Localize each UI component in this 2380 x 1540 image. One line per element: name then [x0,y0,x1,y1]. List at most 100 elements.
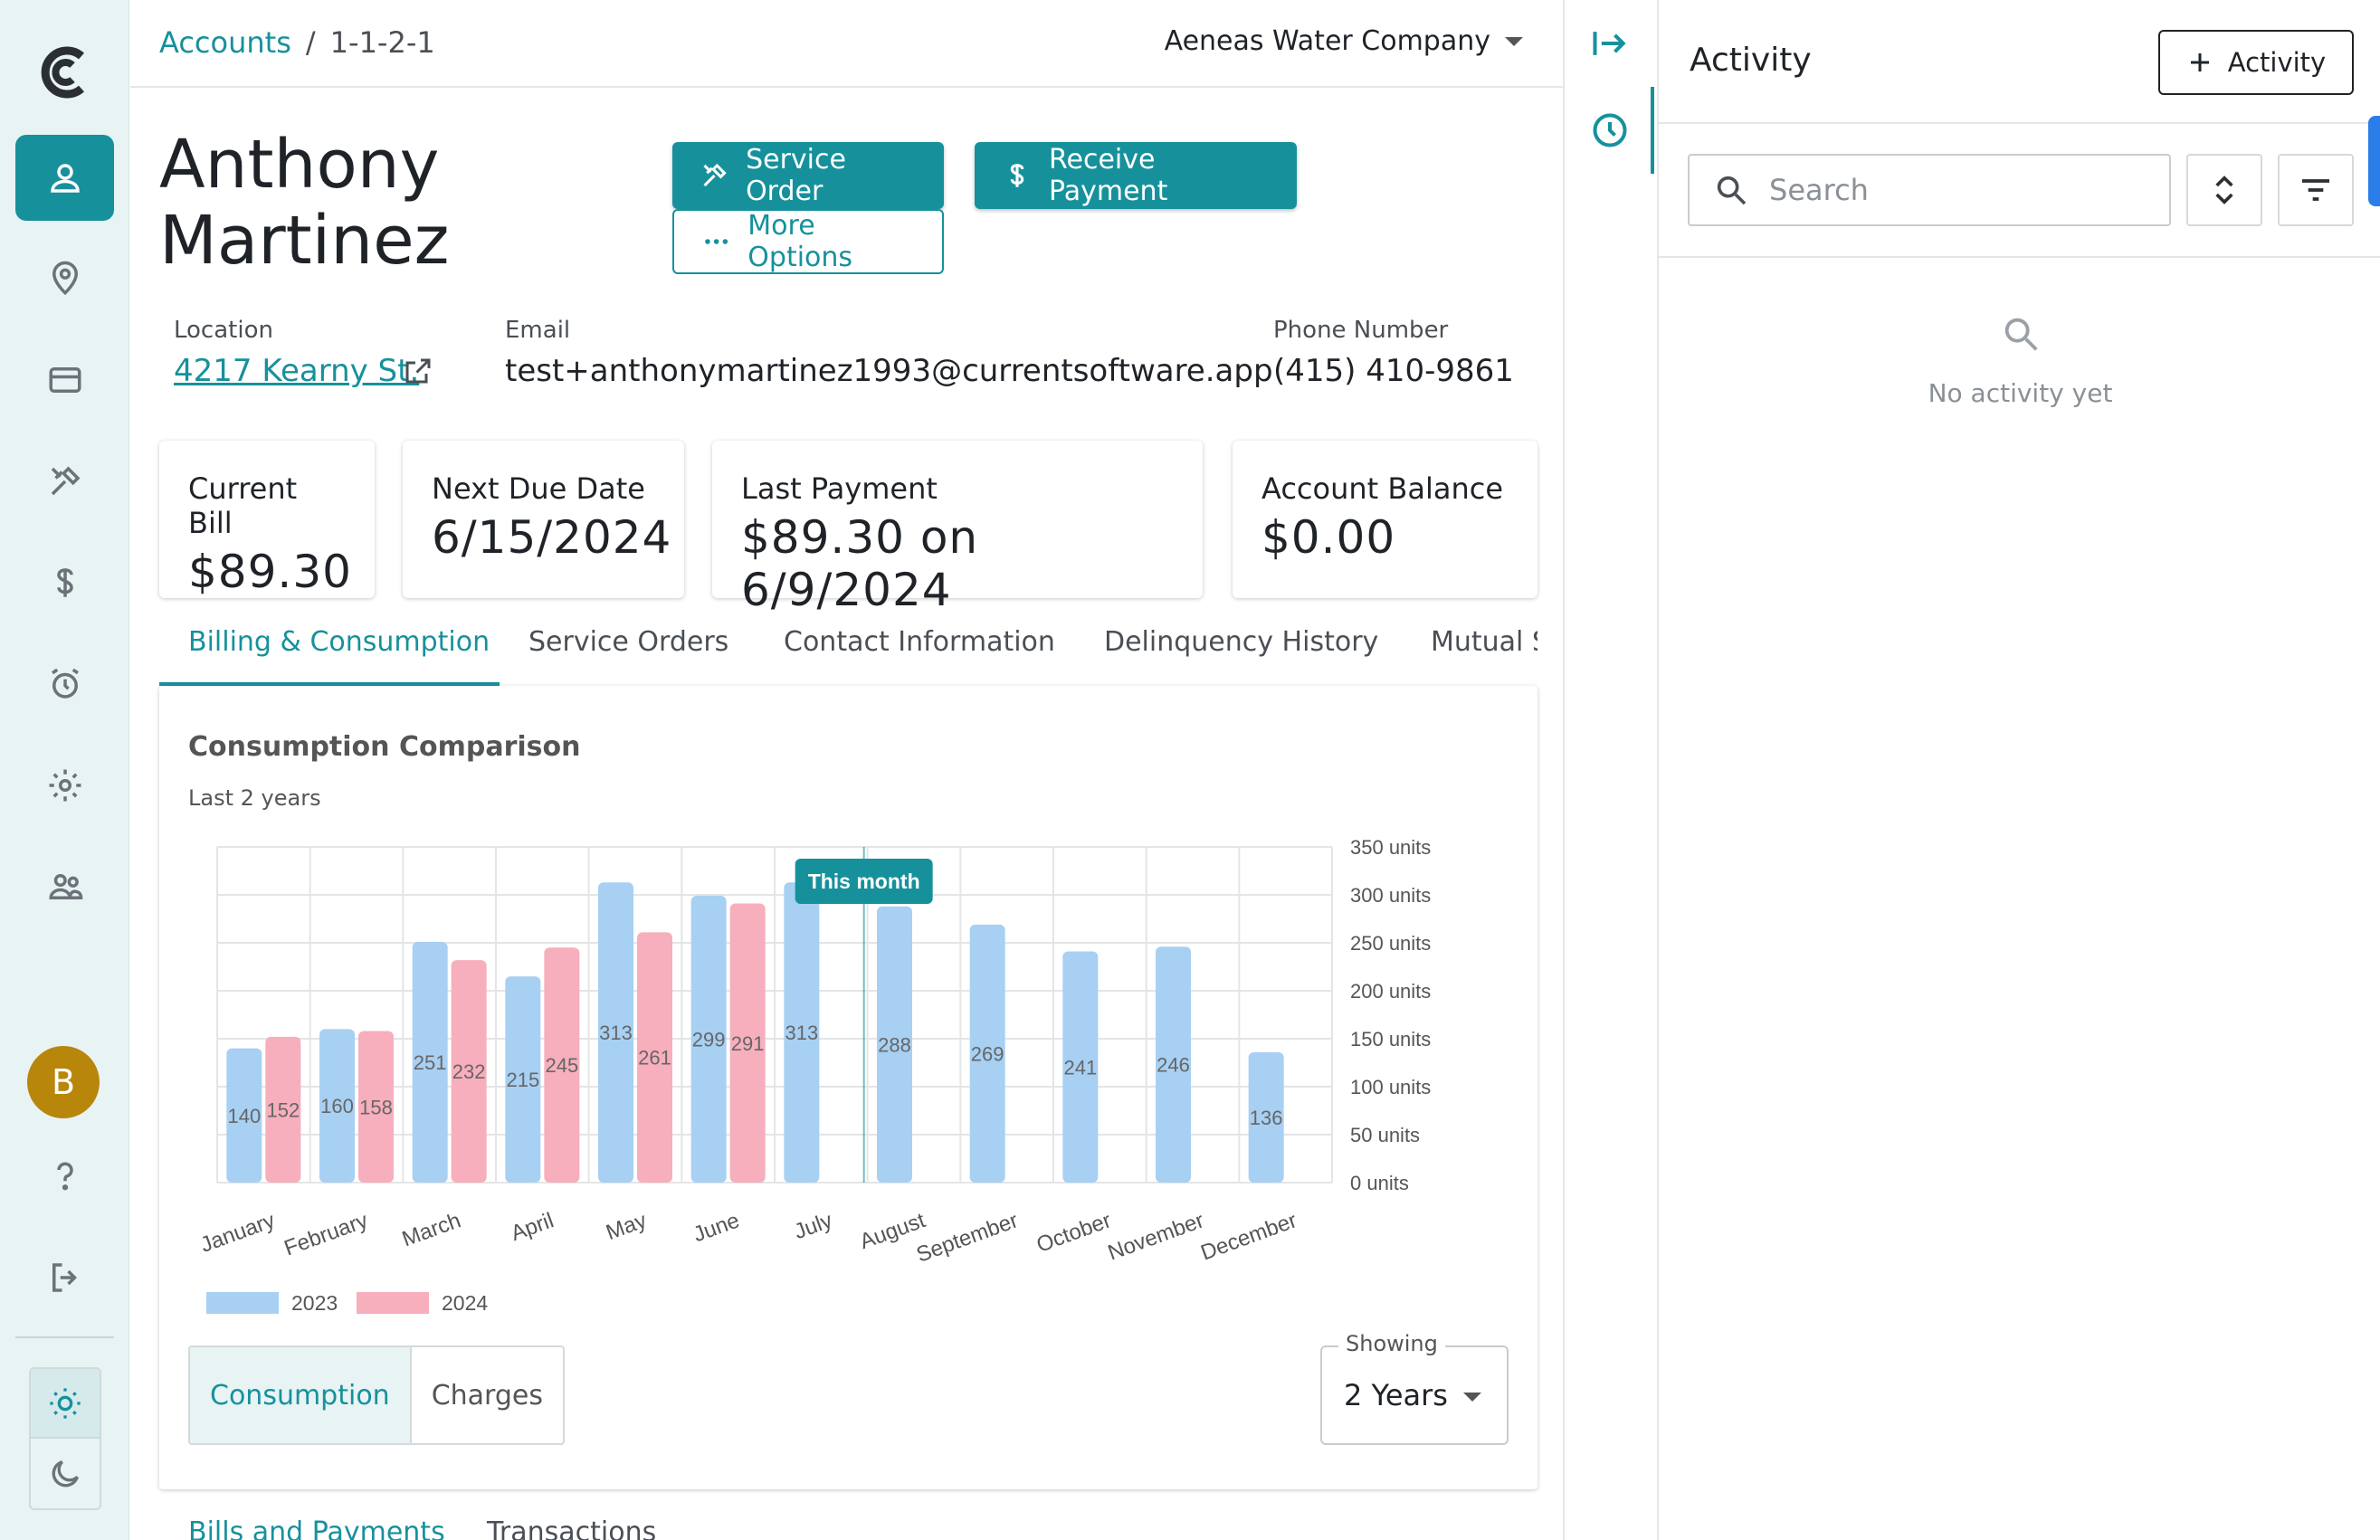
x-tick-label: December [1197,1208,1299,1265]
settings-icon [49,769,81,801]
receive-payment-button[interactable]: Receive Payment [975,142,1297,209]
account-balance-value: $0.00 [1261,511,1396,564]
theme-toggle [29,1367,101,1510]
dollar-icon [1010,164,1024,187]
nav-settings[interactable] [15,742,114,828]
activity-title: Activity [1690,42,1812,79]
chart-bar [412,941,448,1183]
phone-label: Phone Number [1273,317,1449,344]
filter-button[interactable] [2278,154,2354,226]
chart-bar [1062,951,1099,1183]
help-icon [56,1161,73,1190]
x-tick-label: June [690,1208,743,1247]
panel-rail [1565,0,1655,1540]
charges-toggle-button[interactable]: Charges [431,1379,543,1412]
tab-mutual[interactable]: Mutual S [1431,626,1537,658]
filter-icon [2302,179,2329,201]
phone-value: (415) 410-9861 [1273,353,1514,389]
nav-billing[interactable] [15,337,114,423]
breadcrumb: Accounts / 1-1-2-1 [159,25,435,60]
bar-value-label: 291 [731,1032,765,1055]
sort-icon [2215,176,2233,204]
active-tab-indicator [159,682,500,686]
bar-value-label: 313 [785,1022,818,1044]
email-label: Email [505,317,571,344]
top-bar: Accounts / 1-1-2-1 Aeneas Water Company [130,0,1563,88]
y-tick-label: 300 units [1350,884,1431,907]
company-selector[interactable]: Aeneas Water Company [1165,25,1523,57]
history-button[interactable] [1583,103,1637,157]
consumption-toggle-button[interactable]: Consumption [190,1347,412,1443]
search-icon [2004,318,2038,351]
nav-service[interactable] [15,438,114,524]
chart-bar [877,906,912,1183]
add-activity-button[interactable]: Activity [2158,30,2354,95]
tab-contact-information[interactable]: Contact Information [784,626,1055,658]
last-payment-card: Last Payment $89.30 on 6/9/2024 [712,441,1203,616]
y-tick-label: 200 units [1350,980,1431,1003]
nav-users[interactable] [15,843,114,929]
chart-bar [358,1031,394,1183]
user-avatar[interactable]: B [27,1046,100,1118]
chart-bar [265,1036,301,1183]
showing-select[interactable]: Showing 2 Years [1320,1331,1509,1445]
tools-icon [703,163,727,187]
location-link[interactable]: 4217 Kearny St. [174,353,420,389]
more-dots-icon [705,239,728,244]
nav-reminders[interactable] [15,641,114,727]
legend-label: 2023 [291,1291,338,1315]
y-tick-label: 350 units [1350,836,1431,859]
chart-bar [729,903,766,1183]
chart-bar [544,947,580,1183]
external-link-icon[interactable] [402,355,434,387]
tab-service-orders[interactable]: Service Orders [528,626,729,658]
nav-locations[interactable] [15,235,114,321]
more-options-label: More Options [747,210,853,273]
chart-bar [598,882,633,1183]
chevron-down-icon [1463,1393,1481,1402]
next-due-date-label: Next Due Date [432,471,645,506]
last-payment-value: $89.30 on 6/9/2024 [741,511,979,616]
activity-panel: Activity Activity Search [1657,0,2380,1540]
breadcrumb-accounts-link[interactable]: Accounts [159,25,291,60]
tab-billing-consumption[interactable]: Billing & Consumption [188,626,490,658]
chart-bar [690,896,727,1183]
tab-delinquency-history[interactable]: Delinquency History [1104,626,1379,658]
history-icon [1593,113,1627,147]
nav-divider [15,1336,114,1338]
bar-value-label: 246 [1157,1054,1190,1077]
feedback-tab[interactable] [2368,116,2380,206]
activity-search-input[interactable]: Search [1688,154,2171,226]
tab-bills-and-payments[interactable]: Bills and Payments [188,1516,445,1540]
bar-value-label: 261 [638,1047,671,1069]
sort-button[interactable] [2186,154,2262,226]
app-logo-icon[interactable] [36,43,94,101]
nav-logout[interactable] [15,1234,114,1320]
payments-icon [56,567,73,597]
x-tick-label: October [1033,1208,1114,1258]
rail-active-indicator [1651,87,1654,174]
chart-title: Consumption Comparison [188,731,581,763]
bar-value-label: 232 [452,1060,486,1083]
chart-bar [319,1029,355,1183]
moon-icon [52,1459,79,1487]
dark-theme-button[interactable] [31,1439,100,1508]
tab-transactions[interactable]: Transactions [487,1516,657,1540]
collapse-panel-button[interactable] [1583,16,1637,71]
more-options-button[interactable]: More Options [672,209,944,274]
x-tick-label: February [281,1208,371,1260]
y-tick-label: 150 units [1350,1028,1431,1050]
legend-label: 2024 [442,1291,488,1315]
nav-payments[interactable] [15,539,114,625]
receive-payment-label: Receive Payment [1049,144,1168,207]
logout-icon [52,1262,77,1292]
showing-label: Showing [1338,1331,1445,1356]
showing-value: 2 Years [1344,1378,1448,1412]
x-tick-label: January [197,1208,278,1258]
service-order-button[interactable]: Service Order [672,142,944,209]
nav-accounts[interactable] [15,135,114,221]
search-placeholder: Search [1769,173,1869,207]
chart-bar [969,924,1005,1183]
light-theme-button[interactable] [31,1369,100,1439]
nav-help[interactable] [15,1133,114,1219]
